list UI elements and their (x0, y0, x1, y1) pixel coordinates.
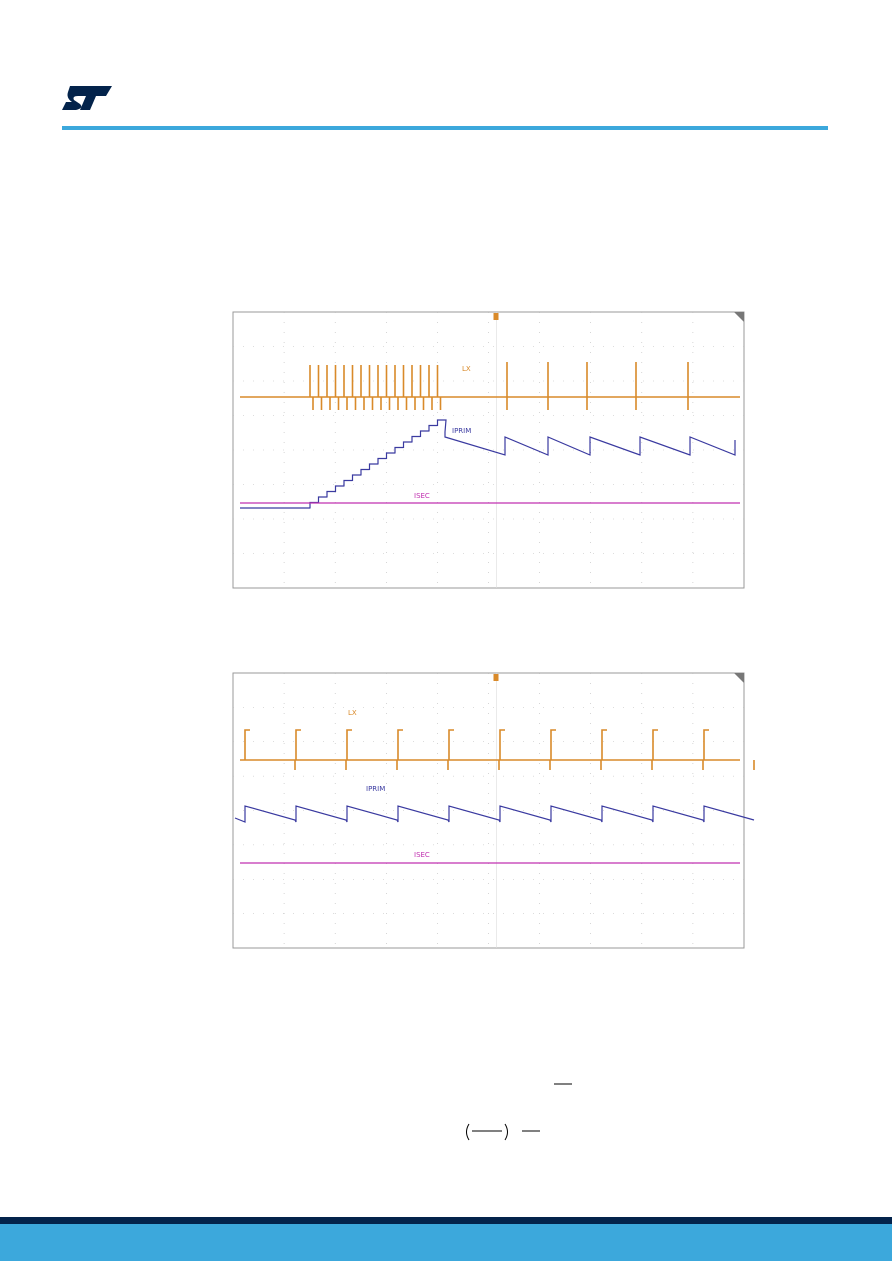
formula-fragments (466, 1083, 572, 1141)
lx-trace (240, 729, 755, 770)
scope-figure: LX IPRIM ISEC (232, 311, 745, 589)
trace-label: ISEC (414, 851, 430, 859)
trace-label: LX (462, 365, 471, 373)
trigger-marker (493, 313, 499, 320)
scope-figure: LX IPRIM ISEC (232, 672, 755, 949)
footer-bar (0, 1224, 892, 1261)
lx-trace (240, 362, 740, 410)
header-rule (62, 126, 828, 130)
trace-label: IPRIM (366, 785, 385, 793)
trace-label: IPRIM (452, 427, 471, 435)
footer-band (0, 1217, 892, 1224)
trigger-marker (493, 674, 499, 681)
corner-marker (734, 312, 744, 322)
iprim-trace (240, 419, 736, 509)
st-logo (62, 86, 112, 110)
trace-label: LX (348, 709, 357, 717)
iprim-trace (234, 805, 755, 823)
scope-frame (232, 672, 745, 949)
corner-marker (734, 673, 744, 683)
trace-label: ISEC (414, 492, 430, 500)
